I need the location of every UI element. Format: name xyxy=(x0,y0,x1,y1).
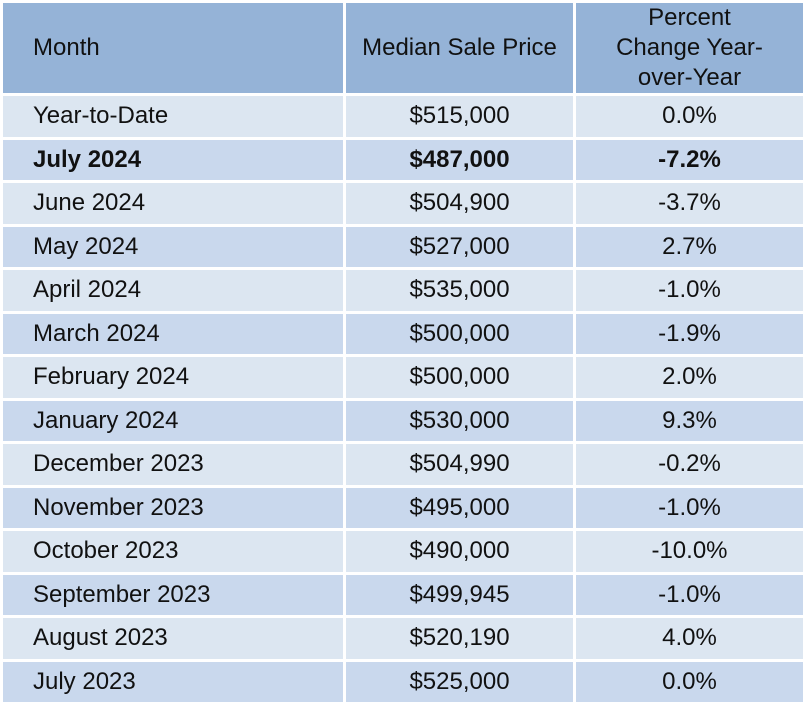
table-row: April 2024 $535,000 -1.0% xyxy=(3,270,803,311)
table-cell: $515,000 xyxy=(346,96,573,137)
table-cell: August 2023 xyxy=(3,618,343,659)
table-cell: $520,190 xyxy=(346,618,573,659)
table-cell: September 2023 xyxy=(3,574,343,615)
table-cell: -7.2% xyxy=(576,139,803,180)
table-cell: $530,000 xyxy=(346,400,573,441)
table-cell: $487,000 xyxy=(346,139,573,180)
table-row: February 2024 $500,000 2.0% xyxy=(3,357,803,398)
table-cell: January 2024 xyxy=(3,400,343,441)
header-row: Month Median Sale Price Percent Change Y… xyxy=(3,3,803,93)
table-cell: $500,000 xyxy=(346,357,573,398)
table-cell: November 2023 xyxy=(3,487,343,528)
table-header: Month Median Sale Price Percent Change Y… xyxy=(3,3,803,93)
table-cell: July 2023 xyxy=(3,661,343,702)
table-body: Year-to-Date $515,000 0.0% July 2024 $487,00… xyxy=(3,96,803,702)
table-row: March 2024 $500,000 -1.9% xyxy=(3,313,803,354)
table-row: July 2024 $487,000 -7.2% xyxy=(3,139,803,180)
table-cell: -0.2% xyxy=(576,444,803,485)
table-cell: 2.0% xyxy=(576,357,803,398)
table-cell: $525,000 xyxy=(346,661,573,702)
table-cell: December 2023 xyxy=(3,444,343,485)
table-cell: -1.0% xyxy=(576,270,803,311)
table-cell: -1.9% xyxy=(576,313,803,354)
table-row: May 2024 $527,000 2.7% xyxy=(3,226,803,267)
table-cell: -1.0% xyxy=(576,574,803,615)
table-cell: $499,945 xyxy=(346,574,573,615)
table-cell: October 2023 xyxy=(3,531,343,572)
table-cell: $490,000 xyxy=(346,531,573,572)
header-cell: Month xyxy=(3,3,343,93)
table-cell: $495,000 xyxy=(346,487,573,528)
table-row: Year-to-Date $515,000 0.0% xyxy=(3,96,803,137)
table-cell: $500,000 xyxy=(346,313,573,354)
table-cell: May 2024 xyxy=(3,226,343,267)
table-cell: -3.7% xyxy=(576,183,803,224)
header-cell: Median Sale Price xyxy=(346,3,573,93)
table-cell: July 2024 xyxy=(3,139,343,180)
table-row: December 2023 $504,990 -0.2% xyxy=(3,444,803,485)
header-cell: Percent Change Year-over-Year xyxy=(576,3,803,93)
table-row: January 2024 $530,000 9.3% xyxy=(3,400,803,441)
table-cell: 0.0% xyxy=(576,96,803,137)
table-cell: -1.0% xyxy=(576,487,803,528)
table-row: August 2023 $520,190 4.0% xyxy=(3,618,803,659)
table-cell: June 2024 xyxy=(3,183,343,224)
table-cell: 9.3% xyxy=(576,400,803,441)
table-cell: 2.7% xyxy=(576,226,803,267)
table-cell: $535,000 xyxy=(346,270,573,311)
table-cell: March 2024 xyxy=(3,313,343,354)
table-cell: 4.0% xyxy=(576,618,803,659)
table-cell: Year-to-Date xyxy=(3,96,343,137)
table-cell: $504,900 xyxy=(346,183,573,224)
table-cell: -10.0% xyxy=(576,531,803,572)
table-cell: $527,000 xyxy=(346,226,573,267)
table-row: November 2023 $495,000 -1.0% xyxy=(3,487,803,528)
table-row: September 2023 $499,945 -1.0% xyxy=(3,574,803,615)
table-row: October 2023 $490,000 -10.0% xyxy=(3,531,803,572)
table-cell: February 2024 xyxy=(3,357,343,398)
table-row: June 2024 $504,900 -3.7% xyxy=(3,183,803,224)
table-cell: 0.0% xyxy=(576,661,803,702)
table-cell: April 2024 xyxy=(3,270,343,311)
table-row: July 2023 $525,000 0.0% xyxy=(3,661,803,702)
table-cell: $504,990 xyxy=(346,444,573,485)
